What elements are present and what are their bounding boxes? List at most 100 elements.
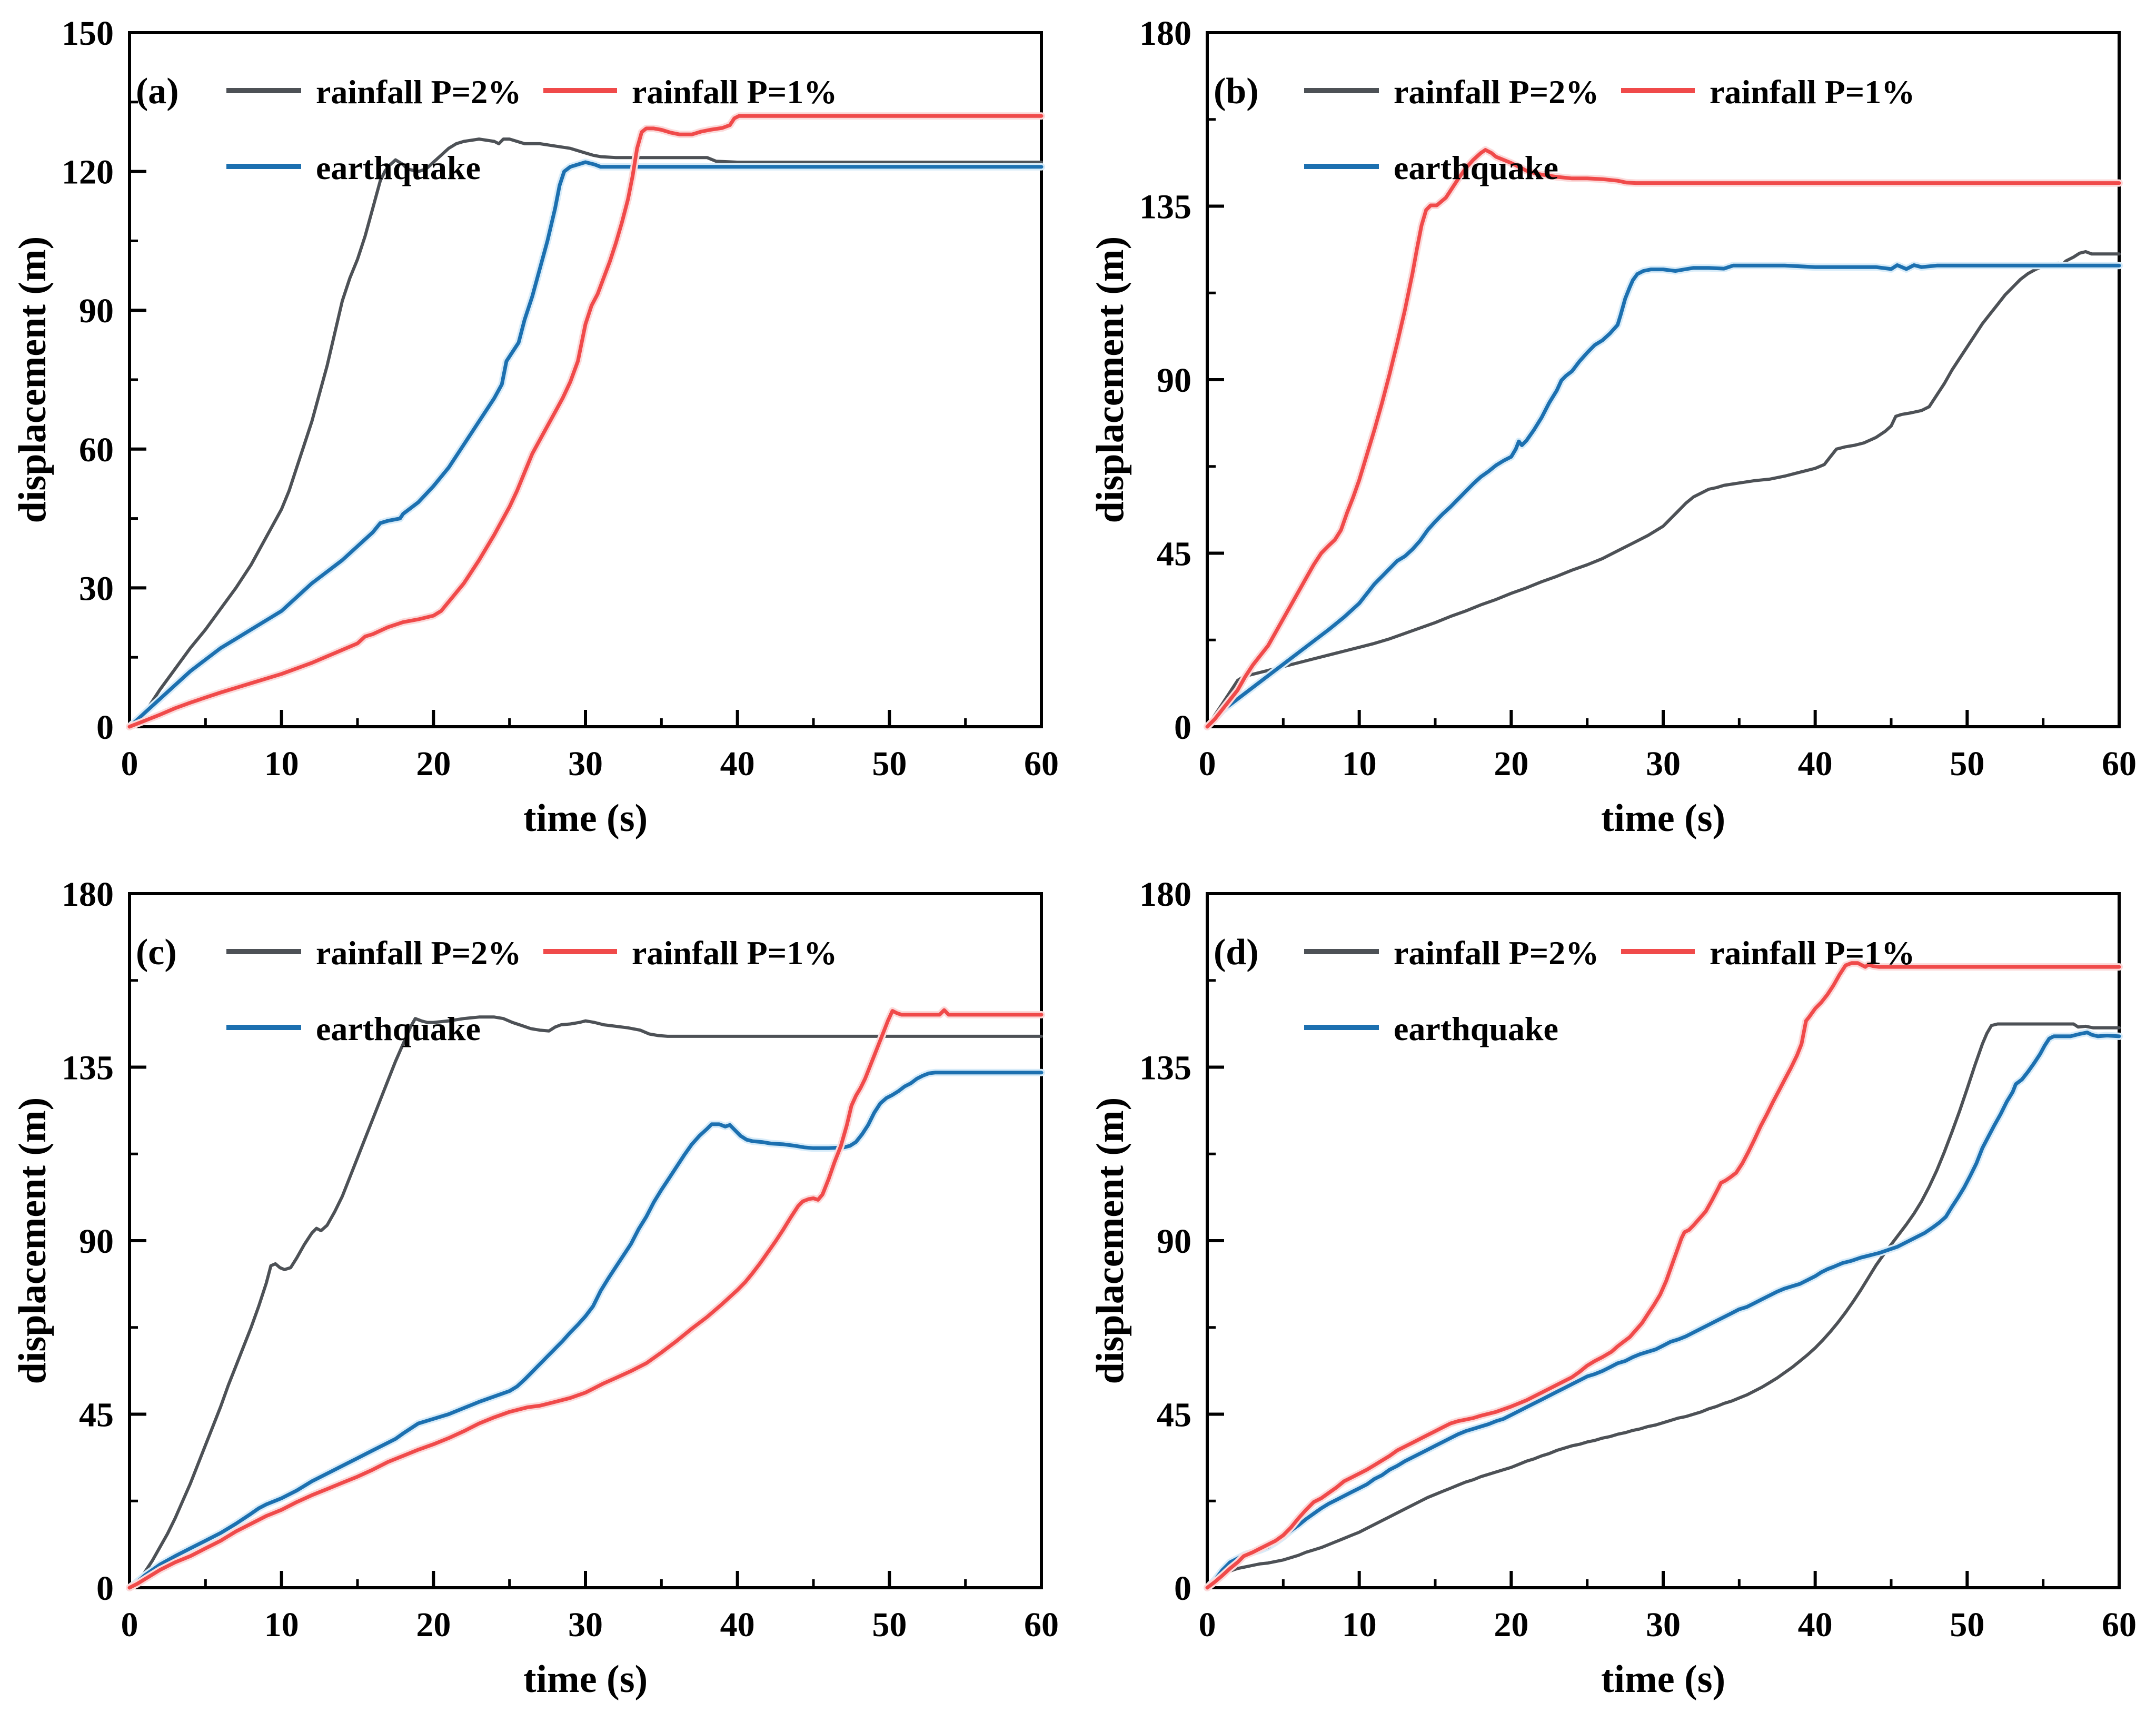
panel-letter: (c) [136, 932, 177, 973]
y-axis-title: displacement (m) [11, 1097, 54, 1384]
y-tick-label: 180 [62, 875, 114, 914]
x-tick-label: 40 [1798, 1606, 1833, 1644]
y-tick-label: 135 [1139, 1049, 1191, 1087]
y-tick-label: 120 [62, 153, 114, 192]
y-tick-label: 30 [79, 569, 114, 608]
x-tick-label: 60 [2102, 1606, 2137, 1644]
y-tick-label: 0 [1174, 1569, 1191, 1608]
series-line-rainfall_p2 [1206, 1022, 2121, 1589]
legend-label-earthquake: earthquake [1394, 149, 1558, 186]
chart-panel-a: 0 10 20 30 40 50 60 0 30 60 90 120 150 time (s) displa… [11, 14, 1059, 840]
x-tick-label: 60 [1024, 1606, 1059, 1644]
legend-label-earthquake: earthquake [316, 1010, 481, 1047]
series-halo-rainfall_p1 [126, 112, 1045, 730]
y-axis-title: displacement (m) [1089, 1097, 1132, 1384]
legend-label-rainfall_p1: rainfall P=1% [1710, 934, 1915, 972]
y-tick-label: 0 [96, 1569, 114, 1608]
series-line-earthquake [1205, 1031, 2121, 1590]
x-tick-label: 60 [2102, 745, 2137, 783]
x-tick-label: 40 [720, 745, 755, 783]
legend-label-rainfall_p1: rainfall P=1% [632, 934, 837, 972]
x-tick-label: 0 [1199, 745, 1216, 783]
legend-label-rainfall_p2: rainfall P=2% [316, 934, 521, 972]
y-tick-label: 45 [1157, 535, 1191, 573]
panel-d: 0 10 20 30 40 50 60 0 45 90 135 180 time (s) displace… [1078, 861, 2155, 1722]
axis-frame [128, 892, 1043, 1589]
series-line-earthquake [127, 160, 1044, 729]
series-line-earthquake [127, 1071, 1044, 1590]
legend-label-earthquake: earthquake [1394, 1010, 1558, 1047]
axis-frame [1206, 31, 2121, 728]
series-line-rainfall_p2 [1206, 250, 2121, 728]
x-tick-label: 30 [568, 1606, 603, 1644]
legend-label-rainfall_p2: rainfall P=2% [1394, 73, 1599, 111]
panel-b: 0 10 20 30 40 50 60 0 45 90 135 180 time (s) displace… [1078, 0, 2155, 861]
x-tick-label: 20 [416, 745, 451, 783]
y-tick-label: 180 [1139, 875, 1191, 914]
x-tick-label: 30 [568, 745, 603, 783]
panel-c: 0 10 20 30 40 50 60 0 45 90 135 180 time (s) displace… [0, 861, 1078, 1722]
y-tick-label: 90 [1157, 361, 1191, 400]
y-axis-title: displacement (m) [1089, 236, 1132, 523]
series-halo-earthquake [126, 1068, 1045, 1591]
x-tick-label: 40 [1798, 745, 1833, 783]
series-line-rainfall_p1 [1205, 961, 2121, 1590]
x-axis-title: time (s) [1601, 1658, 1725, 1701]
series-halo-earthquake [126, 159, 1045, 730]
y-tick-label: 0 [1174, 708, 1191, 747]
y-tick-label: 0 [96, 708, 114, 747]
chart-panel-b: 0 10 20 30 40 50 60 0 45 90 135 180 time (s) displace… [1089, 14, 2137, 840]
panel-letter: (d) [1214, 932, 1259, 973]
x-tick-label: 20 [1494, 745, 1528, 783]
series-halo-earthquake [1204, 261, 2123, 730]
series-line-rainfall_p1 [127, 114, 1044, 729]
series-line-rainfall_p2 [128, 137, 1043, 728]
x-tick-label: 30 [1646, 1606, 1681, 1644]
x-tick-label: 10 [264, 745, 299, 783]
chart-panel-c: 0 10 20 30 40 50 60 0 45 90 135 180 time (s) displace… [11, 875, 1059, 1701]
y-tick-label: 45 [79, 1396, 114, 1434]
legend-label-earthquake: earthquake [316, 149, 481, 186]
legend-label-rainfall_p1: rainfall P=1% [632, 73, 837, 111]
x-tick-label: 20 [1494, 1606, 1528, 1644]
x-tick-label: 60 [1024, 745, 1059, 783]
y-tick-label: 90 [79, 1222, 114, 1261]
x-tick-label: 50 [872, 745, 907, 783]
x-tick-label: 0 [121, 1606, 138, 1644]
y-tick-label: 150 [62, 14, 114, 53]
x-tick-label: 0 [1199, 1606, 1216, 1644]
x-axis-title: time (s) [1601, 797, 1725, 840]
x-tick-label: 10 [1342, 1606, 1377, 1644]
series-halo-rainfall_p1 [1204, 146, 2123, 730]
x-tick-label: 30 [1646, 745, 1681, 783]
x-axis-title: time (s) [523, 1658, 648, 1701]
x-axis-title: time (s) [523, 797, 648, 840]
legend-label-rainfall_p1: rainfall P=1% [1710, 73, 1915, 111]
legend-label-rainfall_p2: rainfall P=2% [1394, 934, 1599, 972]
y-tick-label: 45 [1157, 1396, 1191, 1434]
series-line-rainfall_p1 [127, 1008, 1044, 1590]
series-line-earthquake [1205, 263, 2121, 729]
y-tick-label: 180 [1139, 14, 1191, 53]
y-tick-label: 135 [1139, 188, 1191, 226]
series-halo-earthquake [1204, 1028, 2123, 1591]
x-tick-label: 0 [121, 745, 138, 783]
y-axis-title: displacement (m) [11, 236, 54, 523]
x-tick-label: 50 [1950, 1606, 1984, 1644]
x-tick-label: 20 [416, 1606, 451, 1644]
y-tick-label: 60 [79, 431, 114, 469]
series-line-rainfall_p2 [128, 1015, 1043, 1589]
chart-panel-d: 0 10 20 30 40 50 60 0 45 90 135 180 time (s) displace… [1089, 875, 2137, 1701]
y-tick-label: 135 [62, 1049, 114, 1087]
series-line-rainfall_p1 [1205, 148, 2121, 729]
x-tick-label: 50 [872, 1606, 907, 1644]
panel-letter: (a) [136, 71, 179, 112]
panel-a: 0 10 20 30 40 50 60 0 30 60 90 120 150 time (s) displa… [0, 0, 1078, 861]
x-tick-label: 50 [1950, 745, 1984, 783]
panel-letter: (b) [1214, 71, 1259, 112]
y-tick-label: 90 [79, 292, 114, 330]
y-tick-label: 90 [1157, 1222, 1191, 1261]
x-tick-label: 40 [720, 1606, 755, 1644]
legend-label-rainfall_p2: rainfall P=2% [316, 73, 521, 111]
